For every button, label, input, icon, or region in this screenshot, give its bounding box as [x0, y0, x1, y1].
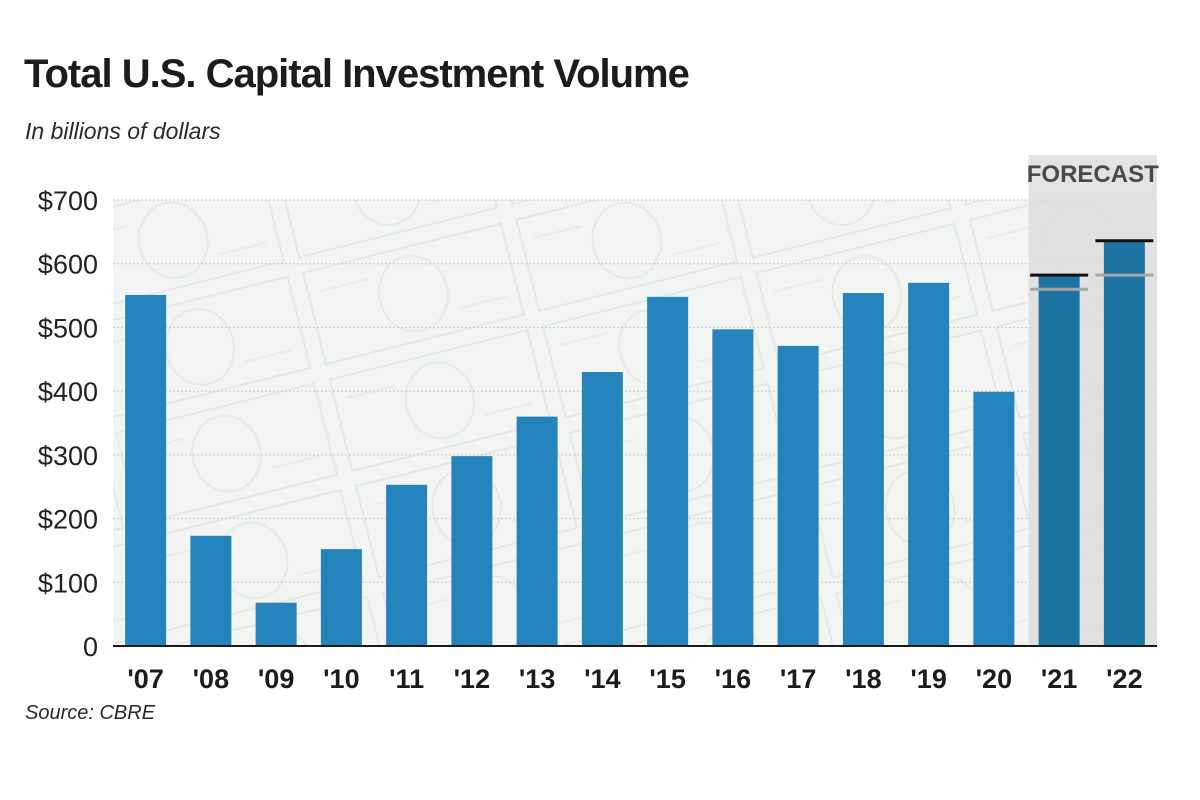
x-tick-label: '11 [389, 664, 424, 694]
bar [125, 294, 167, 646]
x-tick-label: '09 [258, 664, 294, 694]
y-tick-label: $100 [38, 568, 98, 598]
x-tick-label: '10 [323, 664, 359, 694]
y-tick-label: $500 [38, 313, 98, 343]
x-tick-label: '08 [193, 664, 229, 694]
bar [451, 456, 493, 646]
bar [1103, 240, 1145, 646]
bar [386, 484, 428, 646]
bar [712, 329, 754, 646]
x-tick-label: '20 [976, 664, 1012, 694]
bar [647, 296, 689, 646]
bar [973, 391, 1015, 646]
bar [842, 293, 884, 646]
bar [777, 345, 819, 646]
bar [1038, 275, 1080, 646]
bar [581, 372, 623, 646]
y-tick-label: 0 [83, 632, 98, 662]
bar [516, 416, 558, 646]
chart-subtitle: In billions of dollars [25, 118, 221, 144]
x-tick-label: '17 [780, 664, 816, 694]
x-tick-label: '18 [845, 664, 881, 694]
forecast-label: FORECAST [1027, 161, 1159, 188]
chart-title: Total U.S. Capital Investment Volume [24, 52, 690, 96]
bar [190, 535, 232, 646]
y-tick-label: $200 [38, 505, 98, 535]
x-tick-label: '21 [1041, 664, 1077, 694]
y-tick-label: $700 [38, 186, 98, 216]
x-tick-label: '22 [1106, 664, 1142, 694]
bar [908, 282, 950, 646]
bar [320, 549, 362, 646]
x-tick-label: '16 [715, 664, 751, 694]
x-tick-label: '13 [519, 664, 555, 694]
y-tick-label: $300 [38, 441, 98, 471]
x-tick-label: '12 [454, 664, 490, 694]
y-tick-label: $400 [38, 377, 98, 407]
x-tick-label: '14 [584, 664, 620, 694]
chart-source: Source: CBRE [25, 702, 156, 724]
y-tick-label: $600 [38, 250, 98, 280]
x-tick-label: '19 [910, 664, 946, 694]
x-tick-label: '15 [649, 664, 685, 694]
x-tick-label: '07 [127, 664, 163, 694]
bar [255, 602, 297, 646]
